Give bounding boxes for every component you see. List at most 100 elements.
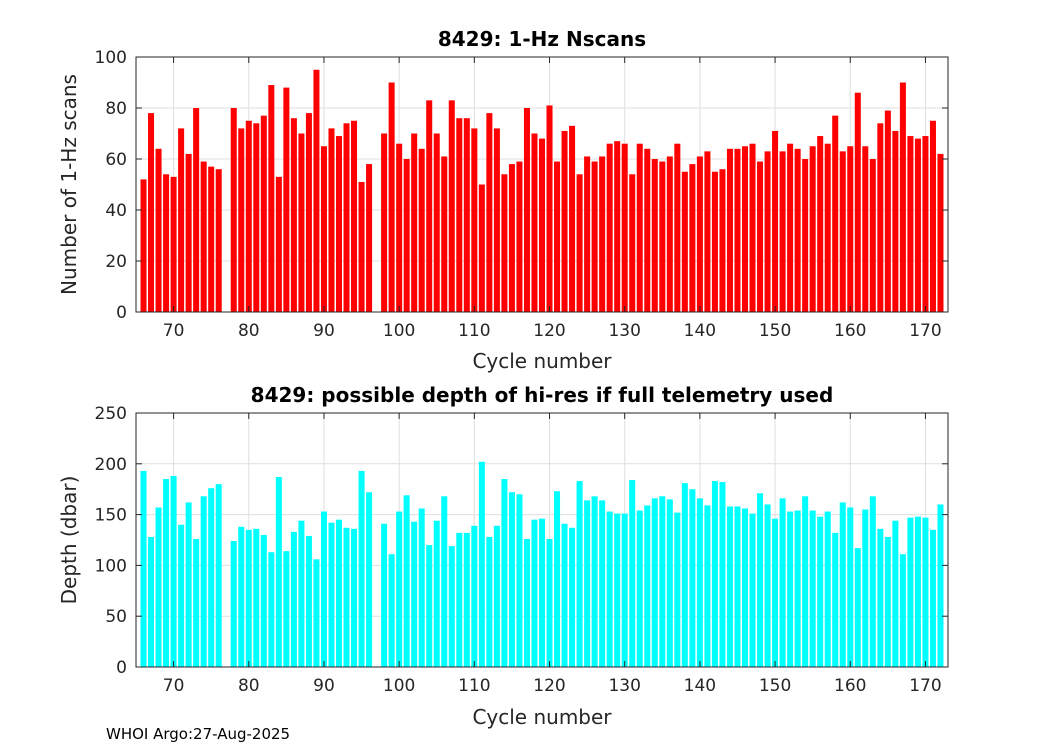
nscans-bar bbox=[493, 128, 500, 312]
depth-y-tick-label: 150 bbox=[95, 506, 127, 526]
depth-bar bbox=[283, 551, 290, 667]
nscans-y-tick-label: 0 bbox=[116, 303, 127, 323]
depth-bar bbox=[569, 527, 576, 667]
depth-bar bbox=[877, 528, 884, 667]
nscans-x-tick-label: 150 bbox=[759, 321, 791, 341]
nscans-bar bbox=[862, 146, 869, 312]
nscans-bar bbox=[907, 136, 914, 312]
depth-bar bbox=[929, 529, 936, 667]
nscans-bar bbox=[448, 100, 455, 312]
depth-bar bbox=[907, 517, 914, 667]
nscans-bar bbox=[832, 115, 839, 313]
depth-bar bbox=[305, 535, 312, 667]
nscans-bar bbox=[749, 143, 756, 312]
nscans-x-tick-label: 100 bbox=[383, 321, 415, 341]
depth-bar bbox=[260, 534, 267, 667]
nscans-bar bbox=[757, 161, 764, 312]
nscans-bar bbox=[335, 136, 343, 312]
depth-bar bbox=[914, 516, 921, 667]
depth-bar bbox=[185, 502, 192, 667]
nscans-bar bbox=[726, 148, 733, 312]
nscans-bar bbox=[711, 171, 718, 312]
nscans-bar bbox=[802, 159, 809, 312]
depth-y-tick-label: 250 bbox=[95, 404, 127, 424]
nscans-bar bbox=[486, 113, 493, 312]
nscans-bar bbox=[478, 184, 485, 312]
depth-bar bbox=[644, 505, 651, 667]
depth-bar bbox=[523, 538, 530, 667]
nscans-plot: 70 80 90 100 110 120 130 140 150 160 170 0 20 40 60 80 1… bbox=[57, 27, 949, 373]
depth-bar bbox=[493, 525, 500, 667]
depth-y-tick-label: 100 bbox=[95, 556, 127, 576]
footer-credit: WHOI Argo:27-Aug-2025 bbox=[106, 725, 291, 743]
depth-bar bbox=[275, 477, 282, 667]
nscans-bar bbox=[396, 143, 403, 312]
nscans-bar bbox=[268, 85, 275, 312]
depth-bar bbox=[501, 479, 508, 667]
nscans-bar bbox=[614, 141, 621, 312]
nscans-bar bbox=[170, 176, 177, 312]
depth-bar bbox=[584, 500, 591, 667]
nscans-bar bbox=[215, 169, 222, 312]
nscans-bar bbox=[433, 133, 440, 312]
nscans-bar bbox=[817, 136, 824, 312]
depth-bar bbox=[320, 511, 327, 667]
depth-bar bbox=[832, 532, 839, 667]
depth-bar bbox=[636, 510, 643, 667]
depth-bar bbox=[178, 524, 185, 667]
depth-x-tick-label: 140 bbox=[684, 676, 716, 696]
nscans-bar bbox=[591, 161, 598, 312]
depth-bar bbox=[824, 511, 831, 667]
nscans-bar bbox=[456, 118, 463, 312]
nscans-bar bbox=[501, 174, 508, 312]
nscans-bar bbox=[651, 159, 658, 312]
nscans-bar bbox=[854, 92, 861, 312]
depth-y-tick-label: 200 bbox=[95, 455, 127, 475]
depth-x-tick-label: 170 bbox=[909, 676, 941, 696]
nscans-y-tick-label: 60 bbox=[105, 150, 127, 170]
depth-bar bbox=[313, 559, 320, 667]
nscans-bar bbox=[508, 164, 515, 312]
depth-bar bbox=[268, 552, 275, 667]
depth-bar bbox=[734, 506, 741, 667]
depth-bar bbox=[757, 493, 764, 667]
nscans-bar bbox=[636, 143, 643, 312]
depth-bar bbox=[546, 538, 553, 667]
depth-y-tick-label: 0 bbox=[116, 658, 127, 678]
depth-bar bbox=[554, 491, 561, 667]
nscans-bar bbox=[313, 69, 320, 312]
depth-bar bbox=[200, 496, 207, 667]
depth-bar bbox=[335, 519, 343, 667]
nscans-bar bbox=[516, 161, 523, 312]
depth-bar bbox=[817, 516, 824, 667]
nscans-x-tick-label: 90 bbox=[313, 321, 335, 341]
nscans-bar bbox=[253, 123, 260, 312]
nscans-bar bbox=[148, 113, 155, 312]
depth-bar bbox=[869, 496, 876, 667]
depth-bar bbox=[659, 496, 666, 667]
nscans-bar bbox=[884, 110, 891, 312]
nscans-bar bbox=[463, 118, 470, 312]
nscans-bar bbox=[546, 105, 553, 312]
depth-bar bbox=[140, 470, 147, 667]
nscans-bar bbox=[411, 133, 418, 312]
depth-title: 8429: possible depth of hi-res if full t… bbox=[251, 383, 834, 407]
nscans-bar bbox=[689, 164, 696, 312]
depth-x-tick-label: 160 bbox=[834, 676, 866, 696]
depth-bar bbox=[193, 538, 200, 667]
nscans-bar bbox=[914, 138, 921, 312]
depth-x-tick-label: 70 bbox=[163, 676, 185, 696]
nscans-bar bbox=[809, 146, 816, 312]
depth-bar bbox=[591, 496, 598, 667]
depth-bar bbox=[899, 554, 906, 667]
depth-bar bbox=[764, 504, 771, 667]
nscans-y-tick-label: 100 bbox=[95, 48, 127, 68]
nscans-bar bbox=[290, 118, 297, 312]
depth-bar bbox=[163, 479, 170, 667]
depth-bar bbox=[599, 500, 606, 667]
nscans-bar bbox=[764, 151, 771, 312]
depth-bar bbox=[155, 507, 162, 667]
depth-bar bbox=[779, 498, 786, 667]
depth-x-tick-label: 130 bbox=[608, 676, 640, 696]
nscans-x-tick-label: 110 bbox=[458, 321, 490, 341]
